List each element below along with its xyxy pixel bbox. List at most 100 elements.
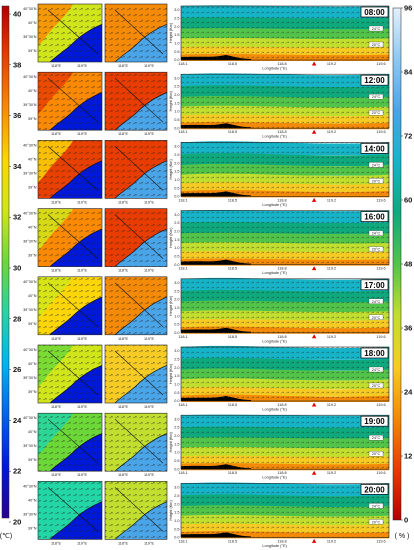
cross-section-ylabel: Height (Km): [169, 22, 173, 43]
cross-section-xtick: 119.2: [327, 267, 336, 271]
map-lon-label: 119°E: [144, 337, 155, 341]
cross-section-ytick: 1.0: [174, 178, 179, 182]
map-lat-label: 40°30'N: [23, 348, 37, 352]
station-marker: [311, 61, 317, 66]
cross-section-ytick: 2.0: [174, 229, 179, 233]
cross-section-ytick: 3.0: [174, 145, 179, 149]
cross-section-ytick: 3.0: [174, 76, 179, 80]
map-lon-label: 118°E: [51, 473, 62, 477]
cross-section-ytick: 2.5: [174, 358, 179, 362]
temperature-tick-label: 26: [13, 365, 21, 374]
cross-section-ytick: 1.5: [174, 511, 179, 515]
map-lon-label: 119°E: [77, 132, 88, 136]
map-lat-label: 40°N: [28, 498, 37, 502]
map-lat-label: 40°N: [28, 21, 37, 25]
temperature-map-wind-vectors: [38, 481, 102, 540]
temperature-map-panel: 40°30'N 40°N 39°30'N 39°N 118°E 119°E: [23, 3, 103, 68]
isotherm-label-box: [368, 246, 384, 252]
cross-section-panel: 24°C 20°C 17:00 3.0 2.5 2.0 1.5 1.0 0.5 0.0 Height…: [169, 277, 390, 343]
cross-section-xtick: 119.2: [327, 539, 336, 543]
temperature-tick-label: 22: [13, 467, 21, 476]
map-lon-label: 118°E: [118, 405, 129, 409]
map-lon-label: 118°E: [118, 337, 129, 341]
cross-section-xtick: 119.2: [327, 403, 336, 407]
cross-section-ytick: 1.5: [174, 238, 179, 242]
cross-section-xtick: 119.2: [327, 198, 336, 202]
cross-section-wind-vectors: [181, 347, 389, 401]
cross-section-wind-vectors: [181, 210, 389, 265]
cross-section-ytick: 0.0: [174, 467, 179, 471]
cross-section-xtick: 119.6: [376, 471, 385, 475]
temperature-tick-label: 24: [13, 416, 22, 425]
temperature-map-panel: 40°30'N 40°N 39°30'N 39°N 118°E 119°E: [23, 481, 103, 545]
isotherm-label: 24°C: [372, 27, 381, 31]
isotherm-label: 20°C: [372, 520, 381, 524]
temperature-map-wind-vectors: [38, 4, 102, 62]
map-lat-label: 40°N: [28, 430, 37, 434]
humidity-tick-label: 24: [404, 388, 413, 397]
isotherm-label-box: [368, 503, 384, 509]
isotherm-label: 24°C: [372, 232, 381, 236]
temperature-map-panel: 40°30'N 40°N 39°30'N 39°N 118°E 119°E: [23, 276, 103, 341]
humidity-tick-label: 84: [404, 68, 413, 77]
map-lat-label: 39°N: [28, 390, 37, 394]
map-lat-label: 39°N: [28, 254, 37, 258]
humidity-tick-label: 96: [404, 4, 412, 13]
cross-section-ytick: 2.5: [174, 17, 179, 21]
time-label: 16:00: [364, 213, 385, 222]
cross-section-ylabel: Height (Km): [169, 363, 173, 384]
cross-section-xtick: 118.8: [277, 335, 286, 339]
humidity-colorbar-bar: [392, 7, 402, 521]
humidity-map-panel: 118°E 119°E: [104, 344, 168, 409]
cross-section-panel: 24°C 20°C 14:00 3.0 2.5 2.0 1.5 1.0 0.5 0.0 Height…: [169, 141, 390, 207]
cross-section-xtick: 118.5: [228, 539, 237, 543]
cross-section-ytick: 2.5: [174, 494, 179, 498]
isotherm-label: 24°C: [372, 504, 381, 508]
cross-section-wind-vectors: [181, 74, 389, 129]
temperature-colorbar-bar: [1, 5, 10, 519]
cross-section-ytick: 1.0: [174, 519, 179, 523]
cross-section-ytick: 1.0: [174, 451, 179, 455]
cross-section-xtick: 118.8: [277, 130, 286, 134]
time-label-box: [360, 347, 389, 359]
temperature-tick-label: 38: [13, 60, 21, 69]
cross-section-xtick: 119.6: [376, 267, 385, 271]
cross-section-panel: 24°C 20°C 08:00 3.0 2.5 2.0 1.5 1.0 0.5 0.0 Height…: [169, 5, 390, 71]
humidity-map-wind-vectors: [105, 413, 167, 472]
map-lat-label: 40°N: [28, 294, 37, 298]
map-lat-label: 40°N: [28, 89, 37, 93]
cross-section-ytick: 3.0: [174, 349, 179, 353]
humidity-tick-label: 36: [404, 324, 412, 333]
cross-section-xtick: 118.8: [277, 62, 286, 66]
map-lat-label: 39°N: [28, 322, 37, 326]
cross-section-xtick: 118.5: [228, 130, 237, 134]
map-lon-label: 118°E: [51, 200, 62, 204]
map-lon-label: 119°E: [77, 64, 88, 68]
map-lon-label: 118°E: [51, 541, 62, 545]
cross-section-ylabel: Height (Km): [169, 500, 173, 521]
time-label: 14:00: [364, 144, 385, 153]
humidity-map-panel: 118°E 119°E: [104, 276, 168, 341]
cross-section-xtick: 118.8: [277, 539, 286, 543]
cross-section-wind-vectors: [181, 278, 389, 333]
isotherm-label-box: [368, 298, 384, 304]
cross-section-ytick: 1.5: [174, 442, 179, 446]
cross-section-ylabel: Height (Km): [169, 295, 173, 316]
map-lon-label: 118°E: [118, 269, 129, 273]
map-lon-label: 119°E: [144, 64, 155, 68]
map-lon-label: 118°E: [118, 132, 129, 136]
isotherm-label-box: [368, 314, 384, 320]
map-lat-label: 40°30'N: [23, 280, 37, 284]
humidity-map-panel: 118°E 119°E: [104, 140, 168, 204]
isotherm-label-box: [368, 162, 384, 168]
cross-section-ytick: 0.0: [174, 126, 179, 130]
temperature-colorbar-ticks: 40 38 36 34 32 30 28 26 24 22 20: [9, 10, 22, 527]
time-label: 18:00: [364, 349, 385, 358]
cross-section-ytick: 0.5: [174, 527, 179, 531]
isotherm-label: 20°C: [372, 111, 381, 115]
cross-section-wind-vectors: [181, 6, 389, 60]
isotherm-label-box: [368, 230, 384, 236]
humidity-tick-label: 0: [404, 516, 408, 525]
station-marker: [311, 334, 317, 339]
humidity-map-wind-vectors: [105, 208, 167, 267]
